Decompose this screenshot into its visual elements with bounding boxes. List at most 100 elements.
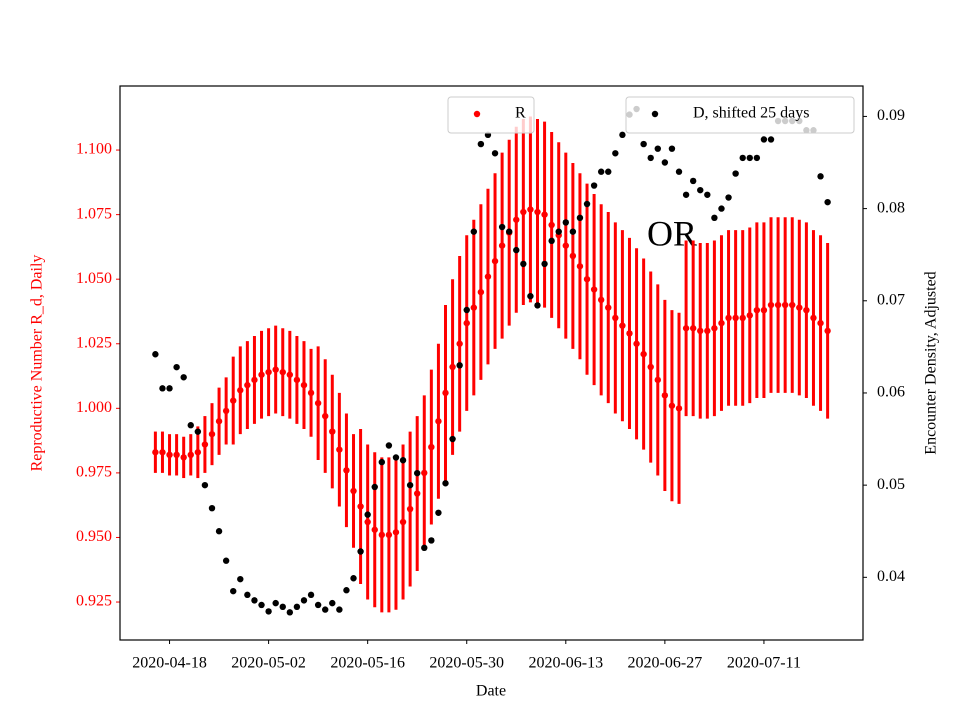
legend-box xyxy=(447,96,535,134)
point xyxy=(300,381,308,389)
point xyxy=(739,314,746,322)
point xyxy=(180,374,187,381)
point xyxy=(704,191,711,198)
point xyxy=(725,194,732,201)
point xyxy=(612,150,619,157)
point xyxy=(406,505,414,513)
point xyxy=(633,340,640,347)
point xyxy=(272,599,279,607)
x-axis-label: Date xyxy=(476,683,506,700)
point xyxy=(187,422,194,429)
point xyxy=(173,363,180,371)
point xyxy=(718,319,725,327)
point xyxy=(414,469,421,477)
point xyxy=(258,601,265,609)
point xyxy=(817,319,824,327)
point xyxy=(244,591,251,599)
x-tick-label: 2020-07-11 xyxy=(727,655,801,672)
point xyxy=(753,154,761,162)
y2-axis-label: Encounter Density, Adjusted xyxy=(923,271,940,454)
point xyxy=(732,314,739,322)
point xyxy=(463,319,470,327)
x-tick-label: 2020-04-18 xyxy=(132,655,207,672)
point xyxy=(668,145,676,152)
point xyxy=(230,587,237,595)
point xyxy=(491,257,499,265)
point xyxy=(449,435,456,443)
point xyxy=(159,385,166,392)
point xyxy=(534,302,541,309)
point xyxy=(371,483,378,491)
point xyxy=(732,170,739,177)
point xyxy=(244,381,251,389)
point xyxy=(527,292,534,300)
point xyxy=(583,200,591,208)
point xyxy=(767,136,775,143)
legend-marker xyxy=(651,110,659,118)
y2-tick-label: 0.09 xyxy=(877,107,905,124)
point xyxy=(442,389,449,397)
point xyxy=(208,430,216,438)
x-tick-label: 2020-05-02 xyxy=(231,655,306,672)
point xyxy=(689,325,697,332)
point xyxy=(364,511,371,518)
point xyxy=(364,518,371,526)
y-tick-label: 1.025 xyxy=(76,334,112,351)
point xyxy=(237,387,244,394)
y2-tick-label: 0.08 xyxy=(877,199,905,216)
point xyxy=(222,407,230,415)
point xyxy=(597,168,605,175)
point xyxy=(484,273,492,280)
y-tick-label: 1.100 xyxy=(76,141,112,158)
point xyxy=(619,322,626,329)
point xyxy=(569,228,577,235)
point xyxy=(739,154,746,162)
point xyxy=(343,587,350,594)
point xyxy=(498,242,506,249)
point xyxy=(187,451,194,459)
point xyxy=(449,363,456,371)
point xyxy=(357,548,364,555)
point xyxy=(314,399,322,407)
point xyxy=(406,481,414,489)
point xyxy=(258,371,265,378)
x-tick-label: 2020-05-30 xyxy=(429,655,504,672)
point xyxy=(322,606,329,613)
y-tick-label: 0.975 xyxy=(76,464,112,481)
point xyxy=(180,454,187,461)
point xyxy=(421,544,428,552)
point xyxy=(230,397,237,404)
point xyxy=(725,314,732,322)
point xyxy=(491,150,499,157)
point xyxy=(279,603,286,611)
point xyxy=(548,221,555,229)
point xyxy=(682,325,690,332)
point xyxy=(654,145,661,152)
point xyxy=(590,182,598,189)
point xyxy=(555,228,562,235)
x-tick-label: 2020-05-16 xyxy=(330,655,405,672)
point xyxy=(399,518,407,526)
point xyxy=(541,260,548,268)
point xyxy=(661,392,669,399)
y-tick-label: 1.000 xyxy=(76,399,112,416)
point xyxy=(647,363,654,371)
point xyxy=(704,327,711,335)
x-tick-label: 2020-06-27 xyxy=(628,655,703,672)
annotation: OR xyxy=(647,213,697,253)
point xyxy=(668,402,676,409)
point xyxy=(152,449,159,456)
point xyxy=(520,260,527,268)
point xyxy=(194,428,202,435)
point xyxy=(569,252,577,260)
point xyxy=(746,312,753,319)
point xyxy=(527,206,534,213)
point xyxy=(513,216,520,223)
point xyxy=(697,327,704,335)
point xyxy=(279,368,286,376)
point xyxy=(237,575,244,583)
point xyxy=(760,136,768,143)
point xyxy=(215,418,223,425)
point xyxy=(336,606,343,613)
point xyxy=(272,366,279,373)
